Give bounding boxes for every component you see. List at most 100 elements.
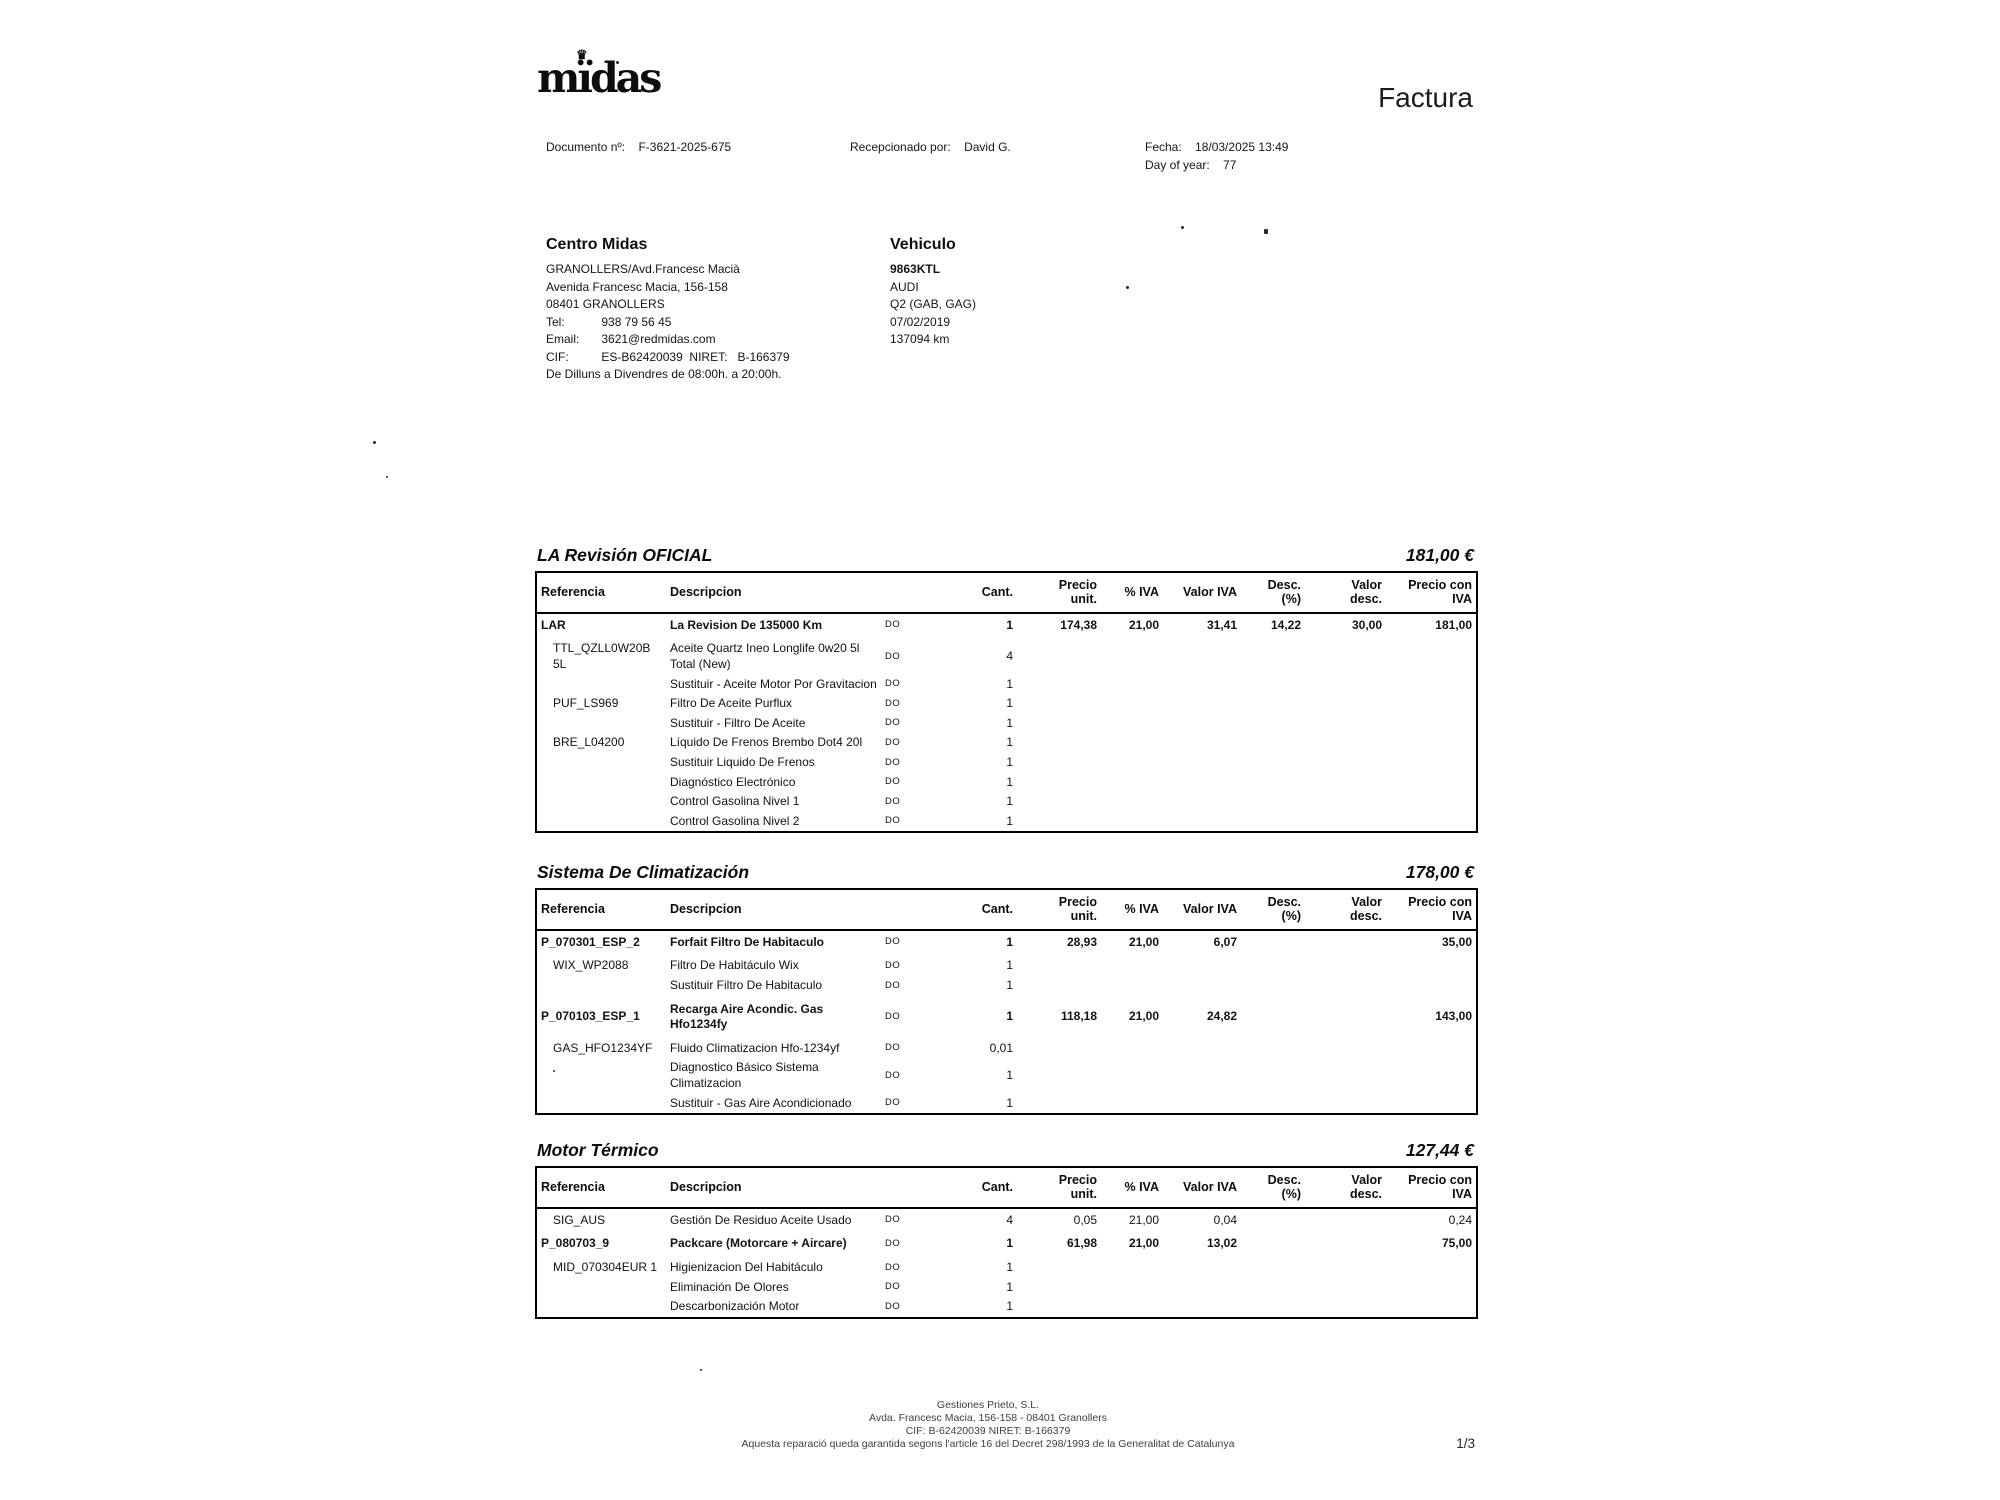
vehiculo-block: Vehiculo 9863KTL AUDI Q2 (GAB, GAG) 07/0…: [890, 236, 1140, 349]
cell-iva: [1101, 675, 1163, 695]
cell-vdesc: [1311, 1058, 1386, 1093]
cell-cant: 4: [1006, 649, 1013, 664]
cell-pciva: 181,00: [1435, 617, 1472, 632]
cell-iva: [1101, 714, 1163, 734]
cell-cant: 1: [1006, 1299, 1013, 1314]
column-header-ref: Referencia: [536, 889, 666, 931]
cell-dpct: [1241, 1058, 1311, 1093]
cell-desc: Filtro De Aceite Purflux: [670, 696, 793, 711]
day-of-year-value: 77: [1223, 158, 1237, 172]
cell-dpct: [1241, 714, 1311, 734]
crown-icon: ♛: [576, 48, 588, 63]
cell-vdesc: [1311, 976, 1386, 996]
cell-cant: 1: [1006, 735, 1013, 750]
cell-desc: Filtro De Habitáculo Wix: [670, 958, 799, 973]
cell-cant: 4: [1006, 1212, 1013, 1227]
cell-dpct: [1241, 1230, 1311, 1258]
line-items-table: Referencia Descripcion Cant. Precio unit.% …: [535, 571, 1478, 834]
cell-pciva: [1386, 1094, 1477, 1115]
cell-viva: [1163, 812, 1241, 833]
section-total: 178,00 €: [1405, 862, 1474, 882]
cell-pciva: [1386, 976, 1477, 996]
cell-ref: [536, 753, 666, 773]
cell-vdesc: [1311, 694, 1386, 714]
cell-dpct: [1241, 812, 1311, 833]
cell-viva: 6,07: [1213, 934, 1237, 949]
cell-do: DO: [885, 815, 901, 827]
cell-desc: Eliminación De Olores: [670, 1279, 789, 1294]
cell-vdesc: [1311, 753, 1386, 773]
column-header-dpct: Desc. (%): [1241, 1167, 1311, 1209]
cell-dpct: [1241, 996, 1311, 1039]
cell-dpct: [1241, 1208, 1311, 1231]
cell-pu: 174,38: [1060, 617, 1097, 632]
cell-do: DO: [885, 1010, 901, 1022]
cell-ref: [536, 976, 666, 996]
cell-ref: [536, 773, 666, 793]
cell-iva: [1101, 733, 1163, 753]
footer-cif: CIF: B-62420039 NIRET: B-166379: [905, 1425, 1071, 1437]
cell-do: DO: [885, 1042, 901, 1054]
table-row: WIX_WP2088 Filtro De Habitáculo Wix DO 1: [536, 956, 1477, 976]
cell-viva: [1163, 714, 1241, 734]
column-header-cant: Cant.: [926, 572, 1021, 614]
section-title: LA Revisión OFICIAL: [537, 545, 713, 565]
cell-viva: [1163, 1058, 1241, 1093]
centro-line: 08401 GRANOLLERS: [546, 297, 665, 311]
table-header-row: Referencia Descripcion Cant. Precio unit.% …: [536, 572, 1477, 614]
cell-do: DO: [885, 697, 901, 709]
cell-cant: 1: [1006, 1236, 1013, 1251]
cell-pciva: [1386, 639, 1477, 674]
cell-cant: 1: [1006, 958, 1013, 973]
cell-iva: [1101, 1297, 1163, 1318]
cell-pciva: [1386, 675, 1477, 695]
cell-pu: [1021, 675, 1101, 695]
cell-cant: 1: [1006, 1068, 1013, 1083]
tel-label: Tel:: [546, 314, 565, 329]
table-row: Sustituir - Aceite Motor Por Gravitacion…: [536, 675, 1477, 695]
cell-dpct: [1241, 675, 1311, 695]
cell-cant: 0,01: [989, 1040, 1013, 1055]
cell-desc: Control Gasolina Nivel 2: [670, 813, 800, 828]
cell-pu: 28,93: [1066, 934, 1097, 949]
cell-desc: Diagnostico Básico Sistema Climatizacion: [670, 1060, 819, 1090]
table-row: Diagnostico Básico Sistema Climatizacion…: [536, 1058, 1477, 1093]
table-row: TTL_QZLL0W20B 5L Aceite Quartz Ineo Longl…: [536, 639, 1477, 674]
centro-cif-line: CIF: ES-B62420039 NIRET: B-166379: [546, 349, 881, 367]
cell-desc: Líquido De Frenos Brembo Dot4 20l: [670, 735, 863, 750]
line-items-table: Referencia Descripcion Cant. Precio unit.% …: [535, 888, 1478, 1116]
cell-do: DO: [885, 1261, 901, 1273]
cell-ref: [536, 1278, 666, 1298]
cell-iva: [1101, 812, 1163, 833]
page-title: Factura: [1378, 82, 1473, 113]
cell-ref: GAS_HFO1234YF: [553, 1040, 653, 1055]
cell-pciva: [1386, 733, 1477, 753]
cell-viva: [1163, 1094, 1241, 1115]
cell-vdesc: [1311, 1258, 1386, 1278]
column-header-dpct: Desc. (%): [1241, 572, 1311, 614]
table-row: Control Gasolina Nivel 2 DO 1: [536, 812, 1477, 833]
column-header-iva: % IVA: [1101, 572, 1163, 614]
section-header: Motor Térmico 127,44 €: [535, 1140, 1476, 1161]
cell-do: DO: [885, 936, 901, 948]
invoice-section: Sistema De Climatización 178,00 € Referenc…: [535, 862, 1478, 1116]
received-by-label: Recepcionado por:: [850, 140, 951, 154]
table-row: P_070301_ESP_2 Forfait Filtro De Habitacu…: [536, 930, 1477, 957]
cell-vdesc: [1311, 812, 1386, 833]
cell-desc: Control Gasolina Nivel 1: [670, 794, 800, 809]
cell-cant: 1: [1006, 1009, 1013, 1024]
table-header-row: Referencia Descripcion Cant. Precio unit.% …: [536, 889, 1477, 931]
cell-pciva: [1386, 694, 1477, 714]
cell-pciva: [1386, 1278, 1477, 1298]
column-header-viva: Valor IVA: [1163, 889, 1241, 931]
cell-cant: 1: [1006, 754, 1013, 769]
cell-iva: [1101, 753, 1163, 773]
cell-vdesc: [1311, 792, 1386, 812]
cell-do: DO: [885, 736, 901, 748]
cell-iva: [1101, 694, 1163, 714]
cell-pciva: 143,00: [1435, 1009, 1472, 1024]
cell-pciva: [1386, 1039, 1477, 1059]
cell-vdesc: [1311, 714, 1386, 734]
scan-speck: [700, 1369, 702, 1371]
column-header-pu: Precio unit.: [1021, 1167, 1101, 1209]
